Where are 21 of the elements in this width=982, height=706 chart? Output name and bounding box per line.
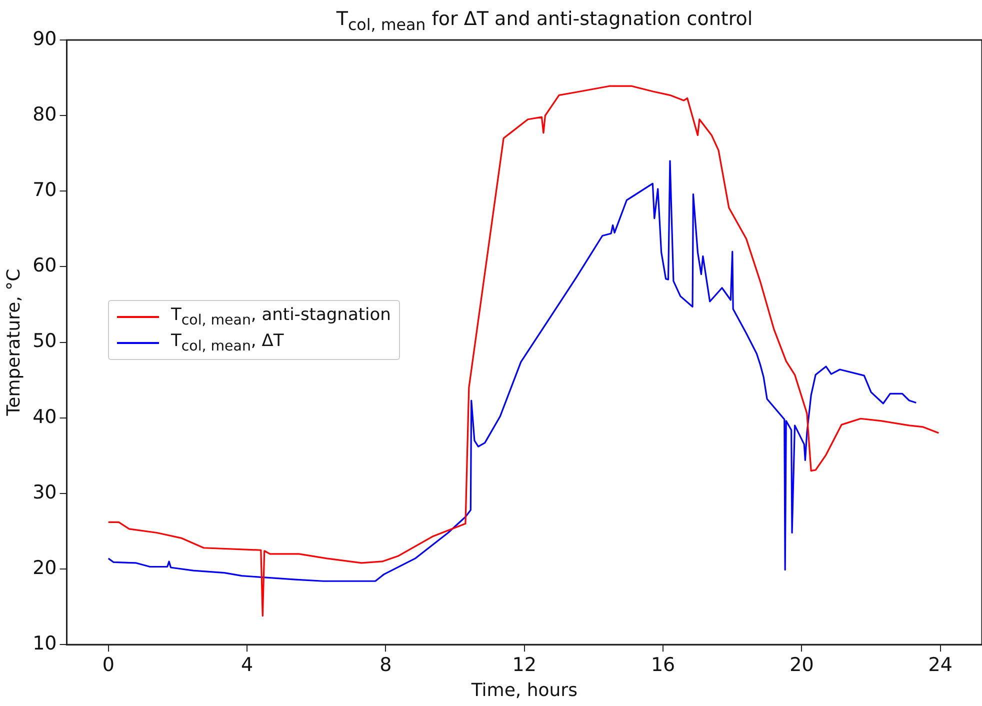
x-tick-label: 24 — [928, 654, 952, 676]
y-tick-label: 90 — [32, 28, 57, 50]
x-tick-label: 16 — [650, 654, 676, 676]
x-tick-label: 0 — [102, 654, 114, 676]
y-tick-label: 10 — [32, 632, 57, 655]
y-tick-label: 30 — [32, 481, 57, 504]
y-axis-title: Temperature, °C — [3, 268, 24, 417]
y-tick-label: 20 — [32, 556, 57, 579]
legend-label: T$_{col, mean}$, ΔT — [171, 331, 284, 355]
chart-title: T$_{col, mean}$ for ΔT and anti-stagnation control — [335, 8, 754, 34]
x-tick-label: 12 — [512, 654, 536, 676]
y-tick-label: 50 — [32, 330, 57, 352]
legend-label: T$_{col, mean}$, anti-stagnation — [171, 305, 391, 329]
y-tick-label: 70 — [32, 179, 57, 202]
y-tick-label: 80 — [32, 104, 57, 126]
y-tick-label: 60 — [32, 254, 57, 277]
x-tick-label: 8 — [380, 654, 392, 676]
y-tick-label: 40 — [32, 406, 57, 428]
x-tick-label: 4 — [241, 654, 254, 676]
x-axis-title: Time, hours — [470, 680, 578, 701]
x-tick-label: 20 — [790, 654, 814, 676]
